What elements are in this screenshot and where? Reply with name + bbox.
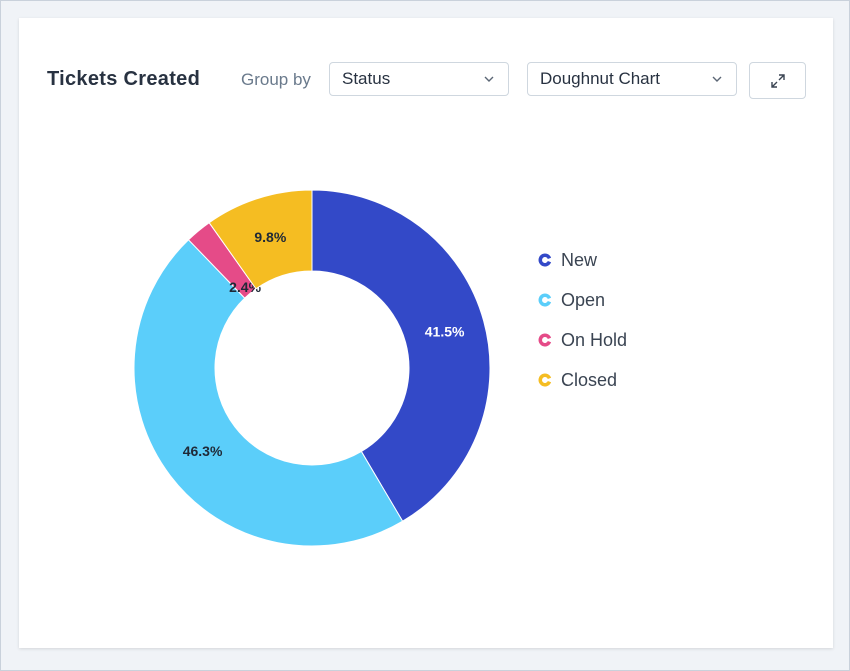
group-by-value: Status xyxy=(342,69,391,88)
chart-type-select[interactable]: Doughnut Chart xyxy=(527,62,737,96)
group-by-select[interactable]: Status xyxy=(329,62,509,96)
expand-button[interactable] xyxy=(749,62,806,99)
legend-item-on-hold[interactable]: On Hold xyxy=(537,320,627,360)
chevron-down-icon xyxy=(712,76,722,82)
donut-ring-icon xyxy=(538,253,552,267)
legend-label: On Hold xyxy=(561,329,628,350)
legend-label: New xyxy=(561,249,598,270)
legend-label: Closed xyxy=(561,369,618,390)
legend-item-new[interactable]: New xyxy=(537,240,627,280)
donut-ring-icon xyxy=(538,293,552,307)
donut-ring-icon xyxy=(538,373,552,387)
expand-icon xyxy=(770,73,785,88)
legend-label: Open xyxy=(561,289,606,310)
slice-new[interactable] xyxy=(311,189,491,522)
legend-item-closed[interactable]: Closed xyxy=(537,360,627,400)
card-title: Tickets Created xyxy=(47,68,201,90)
chevron-down-icon xyxy=(484,76,494,82)
tickets-created-card: Tickets Created Group by Status Doughnut… xyxy=(19,18,833,648)
slice-label-new: 41.5% xyxy=(425,324,465,340)
chart-legend: New Open On Hold Closed xyxy=(537,240,627,400)
chart-type-value: Doughnut Chart xyxy=(540,69,661,88)
legend-item-open[interactable]: Open xyxy=(537,280,627,320)
group-by-label: Group by xyxy=(241,70,311,89)
doughnut-chart: 41.5%46.3%2.4%9.8% xyxy=(133,189,491,547)
slice-label-closed: 9.8% xyxy=(254,229,286,245)
donut-ring-icon xyxy=(538,333,552,347)
slice-open[interactable] xyxy=(133,239,404,547)
slice-label-open: 46.3% xyxy=(183,443,223,459)
slice-closed[interactable] xyxy=(208,189,313,290)
